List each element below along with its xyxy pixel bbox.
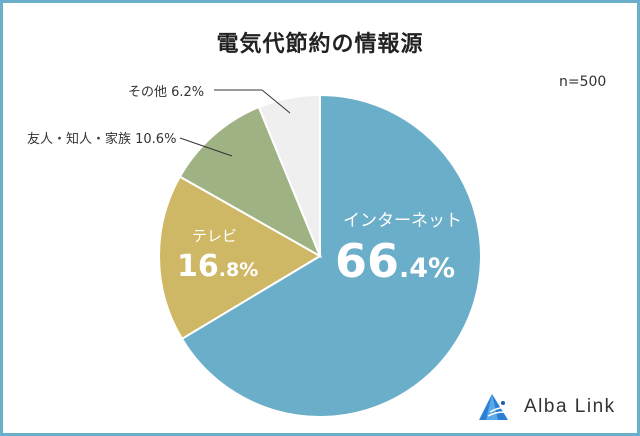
- label-internet-value: 66.4%: [335, 234, 455, 288]
- alba-link-triangle-logo-icon: [479, 394, 512, 420]
- label-tv-name: テレビ: [192, 227, 238, 245]
- slice-internet: [180, 93, 482, 418]
- slice-tv: [158, 175, 322, 341]
- internet-value-int: 66: [335, 234, 400, 288]
- leader-line-other-diag: [261, 89, 291, 114]
- internet-value-dec: .4%: [399, 253, 456, 284]
- chart-title: 電気代節約の情報源: [216, 32, 424, 57]
- tv-value-dec: .8%: [218, 259, 259, 281]
- tv-value-int: 16: [177, 249, 219, 284]
- sample-size-label: n=500: [559, 74, 607, 90]
- leader-line-friends: [179, 137, 233, 157]
- logo-text: Alba Link: [524, 396, 616, 417]
- label-other: その他 6.2%: [128, 85, 205, 100]
- label-internet-name: インターネット: [343, 211, 462, 231]
- slice-other: [257, 93, 321, 257]
- label-tv-value: 16.8%: [177, 249, 258, 284]
- alba-link-logo: Alba Link: [478, 392, 616, 422]
- slice-friends: [178, 105, 323, 259]
- label-friends: 友人・知人・家族 10.6%: [27, 132, 177, 147]
